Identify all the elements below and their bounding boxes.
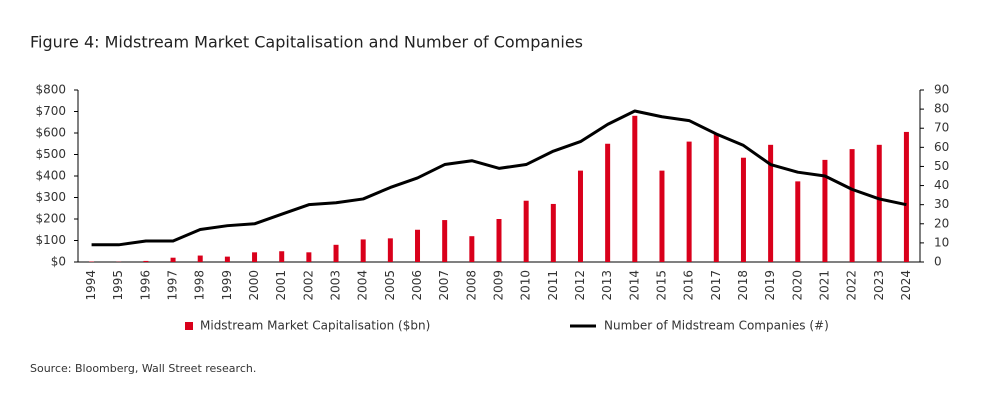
- chart-title: Figure 4: Midstream Market Capitalisatio…: [30, 33, 583, 52]
- x-tick-label: 2003: [329, 270, 343, 301]
- x-tick-label: 2006: [410, 270, 424, 301]
- bar: [659, 170, 665, 262]
- x-tick-label: 1994: [84, 270, 98, 301]
- bar: [360, 239, 366, 262]
- bar: [279, 251, 285, 262]
- bar: [903, 131, 909, 262]
- y2-tick-label: 40: [934, 178, 949, 192]
- y-tick-label: $800: [35, 83, 66, 97]
- x-tick-label: 1995: [111, 270, 125, 301]
- x-tick-label: 2015: [654, 270, 668, 301]
- x-tick-label: 1999: [220, 270, 234, 301]
- bar: [795, 181, 801, 262]
- y2-tick-label: 60: [934, 140, 949, 154]
- y2-tick-label: 90: [934, 83, 949, 97]
- legend-swatch: [185, 322, 193, 330]
- x-tick-label: 2016: [682, 270, 696, 301]
- x-tick-label: 2010: [519, 270, 533, 301]
- y2-tick-label: 0: [934, 255, 942, 269]
- source-note: Source: Bloomberg, Wall Street research.: [30, 362, 256, 375]
- x-tick-label: 2002: [301, 270, 315, 301]
- bar: [713, 134, 719, 262]
- x-tick-label: 1997: [166, 270, 180, 301]
- bar: [387, 238, 393, 262]
- bar: [577, 170, 583, 262]
- x-tick-label: 2005: [383, 270, 397, 301]
- bar: [415, 229, 421, 262]
- x-tick-label: 2012: [573, 270, 587, 301]
- x-tick-label: 2020: [790, 270, 804, 301]
- y-tick-label: $0: [51, 255, 66, 269]
- y-tick-label: $100: [35, 233, 66, 247]
- y-tick-label: $500: [35, 147, 66, 161]
- x-tick-label: 2024: [899, 270, 913, 301]
- bar: [768, 144, 774, 262]
- x-tick-label: 2008: [464, 270, 478, 301]
- bar: [496, 219, 502, 262]
- x-tick-label: 2009: [492, 270, 506, 301]
- bar: [822, 159, 828, 262]
- x-tick-label: 2018: [736, 270, 750, 301]
- x-tick-label: 2011: [546, 270, 560, 301]
- legend-label: Number of Midstream Companies (#): [604, 319, 829, 333]
- bar: [170, 257, 176, 262]
- y-tick-label: $400: [35, 169, 66, 183]
- x-tick-label: 2021: [817, 270, 831, 301]
- bar: [523, 200, 529, 262]
- bar: [224, 256, 230, 262]
- bar: [306, 252, 312, 262]
- bar: [442, 220, 448, 262]
- y2-tick-label: 50: [934, 159, 949, 173]
- x-tick-label: 2007: [437, 270, 451, 301]
- bar: [849, 149, 855, 262]
- x-tick-label: 2001: [274, 270, 288, 301]
- bar: [632, 115, 638, 262]
- line: [91, 109, 907, 247]
- x-tick-label: 1996: [138, 270, 152, 301]
- x-tick-label: 2017: [709, 270, 723, 301]
- x-tick-label: 2013: [600, 270, 614, 301]
- y-tick-label: $300: [35, 190, 66, 204]
- bar: [876, 144, 882, 262]
- bar: [143, 260, 149, 262]
- legend-label: Midstream Market Capitalisation ($bn): [200, 319, 430, 333]
- y2-tick-label: 30: [934, 197, 949, 211]
- bar: [550, 203, 556, 262]
- y-tick-label: $600: [35, 126, 66, 140]
- y2-tick-label: 80: [934, 102, 949, 116]
- bar: [740, 157, 746, 262]
- y-tick-label: $200: [35, 212, 66, 226]
- x-tick-label: 2004: [356, 270, 370, 301]
- x-tick-label: 1998: [193, 270, 207, 301]
- y2-tick-label: 70: [934, 121, 949, 135]
- x-tick-label: 2014: [627, 270, 641, 301]
- bar: [333, 244, 339, 262]
- x-tick-label: 2019: [763, 270, 777, 301]
- bar: [686, 141, 692, 262]
- bar: [469, 236, 475, 262]
- y2-tick-label: 20: [934, 216, 949, 230]
- x-tick-label: 2000: [247, 270, 261, 301]
- x-tick-label: 2022: [845, 270, 859, 301]
- x-tick-label: 2023: [872, 270, 886, 301]
- bar: [252, 252, 258, 262]
- bar: [197, 255, 203, 262]
- bar: [605, 143, 611, 262]
- y-tick-label: $700: [35, 104, 66, 118]
- y2-tick-label: 10: [934, 235, 949, 249]
